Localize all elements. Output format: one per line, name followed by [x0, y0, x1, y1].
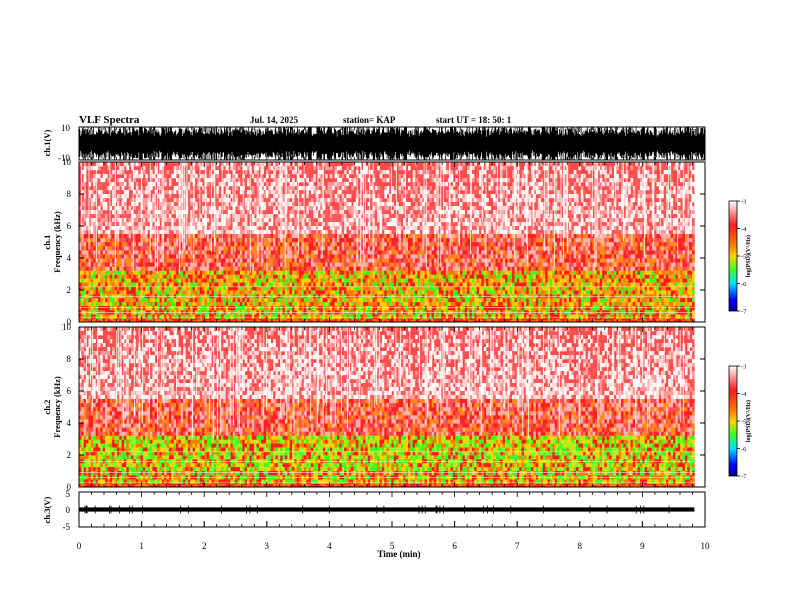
ytick-label: 0	[67, 317, 72, 327]
ytick-label: 0	[67, 482, 72, 492]
xtick-label: 10	[701, 541, 711, 551]
station-label: station= KAP	[343, 115, 396, 125]
ch3-waveform-ytick-mid: 0	[66, 505, 71, 515]
ytick-label: 6	[67, 386, 72, 396]
ch3-waveform-panel: 5 0 -5 ch.3(V) 0 1 2 3 4 5 6 7 8 9 10 Time (min)	[42, 489, 710, 559]
ch2-spectrogram-ylabel-channel: ch.2	[42, 400, 52, 415]
ch3-waveform-ytick-top: 5	[66, 489, 71, 499]
xtick-label: 9	[640, 541, 645, 551]
xtick-label: 1	[139, 541, 144, 551]
ch1-waveform-ylabel: ch.1(V)	[42, 129, 52, 156]
spectrogram-streaks	[81, 162, 692, 274]
xtick-label: 5	[390, 541, 395, 551]
ytick-label: 8	[67, 354, 72, 364]
ch1-waveform-ytick-top: 10	[61, 123, 71, 133]
ch2-spectrogram-image	[79, 327, 695, 488]
xtick-label: 2	[202, 541, 207, 551]
ch1-spectrogram-ylabel-frequency: Frequency (kHz)	[52, 211, 62, 273]
colorbar-tick-label: -7	[741, 309, 747, 316]
ytick-label: 8	[67, 189, 72, 199]
colorbar-tick-label: -3	[741, 199, 746, 206]
ch2-spectrogram-ylabel-frequency: Frequency (kHz)	[52, 376, 62, 438]
spectrogram-streaks	[85, 327, 684, 439]
minor-ticks	[78, 127, 706, 527]
start-time-label: start UT = 18: 50: 1	[436, 115, 512, 125]
colorbar-tick-label: -5	[741, 419, 746, 426]
colorbar-tick-label: -5	[741, 254, 746, 261]
spectrogram-lines	[79, 286, 695, 318]
ytick-label: 2	[67, 285, 72, 295]
ytick-label: 10	[62, 322, 72, 332]
xtick-label: 7	[515, 541, 520, 551]
figure-title: VLF Spectra	[79, 114, 140, 126]
ytick-label: 4	[67, 418, 72, 428]
colorbar-tick-label: -6	[741, 446, 747, 453]
spectrogram-band-4	[79, 483, 695, 488]
ch3-waveform-trace	[79, 505, 695, 514]
ch1-spectrogram-yticks: 0 2 4 6 8 10	[62, 157, 705, 327]
colorbar-scale	[728, 200, 738, 312]
ytick-label: 4	[67, 253, 72, 263]
minor-tick-marks	[78, 127, 706, 527]
xtick-label: 4	[327, 541, 332, 551]
ch1-spectrogram-image	[79, 162, 695, 323]
colorbar-tick-label: -6	[741, 281, 747, 288]
spectrogram-band-4	[79, 318, 695, 323]
ch1-spectrogram-ylabel-channel: ch.1	[42, 235, 52, 250]
colorbar-tick-label: -4	[741, 391, 747, 398]
spectrogram-band-0	[79, 162, 695, 235]
colorbar-tick-label: -7	[741, 474, 747, 481]
ch1-colorbar-label: log(PSD)(V²/Hz)	[745, 235, 752, 277]
colorbar-scale	[728, 365, 738, 477]
colorbar-tick-label: -4	[741, 226, 747, 233]
ch3-waveform-ytick-bottom: -5	[63, 522, 71, 532]
xtick-label: 0	[77, 541, 82, 551]
ytick-label: 6	[67, 221, 72, 231]
ch3-waveform-spikes	[84, 505, 670, 514]
spectrogram-band-1	[79, 399, 695, 437]
spectrogram-band-2	[79, 270, 695, 307]
ch3-waveform-line	[79, 507, 695, 512]
ytick-label: 10	[62, 157, 72, 167]
ch2-colorbar: -3 -4 -5 -6 -7	[728, 364, 747, 481]
time-axis-ticks: 0 1 2 3 4 5 6 7 8 9 10	[77, 521, 710, 551]
spectrogram-lines	[79, 451, 695, 483]
xtick-label: 8	[578, 541, 583, 551]
ch2-colorbar-label: log(PSD)(V²/Hz)	[745, 400, 752, 442]
spectrogram-band-1	[79, 234, 695, 272]
xtick-label: 6	[452, 541, 457, 551]
xtick-label: 3	[265, 541, 270, 551]
ch1-waveform-ytick-bottom: -10	[58, 153, 70, 163]
ytick-label: 2	[67, 450, 72, 460]
colorbar-tick-label: -3	[741, 364, 746, 371]
ch3-waveform-ylabel: ch.3(V)	[42, 496, 52, 523]
ch2-spectrogram-yticks: 0 2 4 6 8 10	[62, 322, 705, 492]
date-label: Jul. 14, 2025	[250, 115, 299, 125]
ch1-colorbar: -3 -4 -5 -6 -7	[728, 199, 747, 316]
spectrogram-band-2	[79, 435, 695, 472]
time-axis-label: Time (min)	[377, 549, 420, 559]
